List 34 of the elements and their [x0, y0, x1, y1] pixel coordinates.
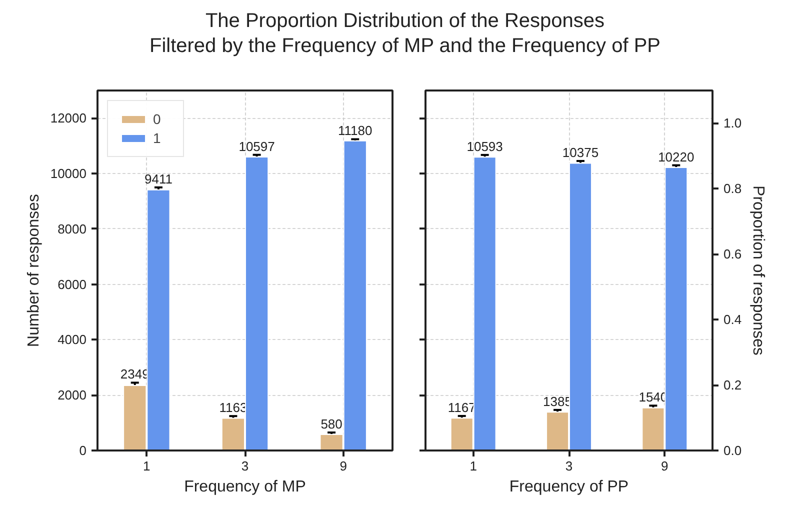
x-axis-title: Frequency of PP	[509, 478, 629, 496]
data-label: 10375	[562, 144, 599, 160]
y2-axis-title: Proportion of responses	[750, 186, 767, 356]
x-axis-title: Frequency of MP	[184, 478, 306, 496]
y-tick-label: 4000	[58, 332, 86, 348]
text: 1.0	[724, 116, 742, 131]
y-tick-label: 0	[79, 443, 87, 458]
data-label: 1167	[448, 400, 476, 415]
text: 0.6	[724, 246, 742, 262]
data-label: 580	[320, 416, 342, 432]
y-tick-label: 12000	[50, 110, 87, 126]
data-label: 9411	[144, 171, 172, 186]
data-label: 11180	[338, 123, 372, 138]
y-tick-label: 2000	[58, 388, 86, 403]
text: 0.4	[724, 312, 742, 328]
x-tick-label: 9	[661, 458, 668, 474]
x-tick-label: 1	[470, 458, 477, 474]
y-tick-label: 10000	[50, 166, 87, 182]
x-tick-label: 3	[241, 458, 249, 474]
data-label: 10220	[658, 149, 694, 164]
x-tick-label: 9	[340, 458, 347, 474]
text: 0.0	[724, 443, 742, 458]
legend-label: 1	[153, 130, 162, 146]
text: 0.8	[724, 181, 742, 196]
chart-title: The Proportion Distribution of the Responses Filtered by the Frequency of MP and the Frequency of PP	[149, 9, 660, 59]
x-tick-label: 3	[565, 458, 573, 474]
text: 0.2	[724, 378, 742, 393]
y-tick-label: 6000	[58, 276, 86, 292]
y-axis-title: Number of responses	[25, 194, 42, 347]
legend-label: 0	[153, 111, 162, 127]
y-tick-label: 8000	[58, 221, 86, 236]
x-tick-label: 1	[143, 458, 150, 474]
data-label: 10593	[466, 138, 503, 154]
data-label: 10597	[238, 138, 275, 154]
